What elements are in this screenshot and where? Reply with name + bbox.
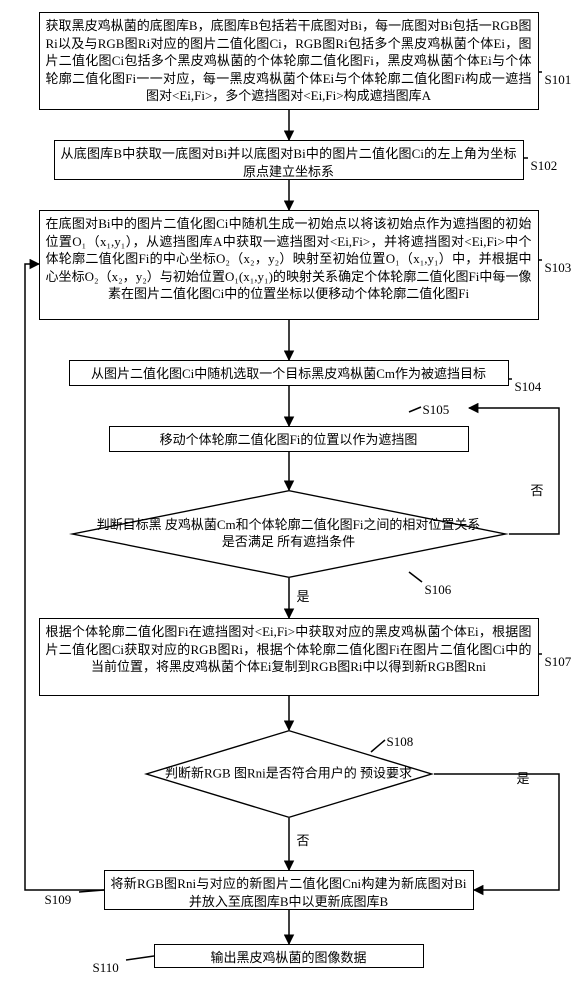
flow-step-s104: 从图片二值化图Ci中随机选取一个目标黑皮鸡枞菌Cm作为被遮挡目标 [69, 360, 509, 386]
step-tag-s106: S106 [425, 582, 452, 598]
node-text: 判断目标黑 皮鸡枞菌Cm和个体轮廓二值化图Fi之间的相对位置关系是否满足 所有遮… [91, 517, 487, 551]
step-tag-s105: S105 [423, 402, 450, 418]
node-text: 输出黑皮鸡枞菌的图像数据 [210, 950, 366, 965]
step-tag-s104: S104 [515, 379, 542, 395]
flow-step-s107: 根据个体轮廓二值化图Fi在遮挡图对<Ei,Fi>中获取对应的黑皮鸡枞菌个体Ei，… [39, 618, 539, 696]
flow-step-s101: 获取黑皮鸡枞菌的底图库B，底图库B包括若干底图对Bi，每一底图对Bi包括一RGB… [39, 12, 539, 110]
flow-step-s103: 在底图对Bi中的图片二值化图Ci中随机生成一初始点以将该初始点作为遮挡图的初始位… [39, 210, 539, 320]
node-text: 判断新RGB 图Rni是否符合用户的 预设要求 [158, 766, 419, 783]
flowchart-canvas: 获取黑皮鸡枞菌的底图库B，底图库B包括若干底图对Bi，每一底图对Bi包括一RGB… [9, 12, 579, 992]
node-text: 移动个体轮廓二值化图Fi的位置以作为遮挡图 [160, 432, 418, 447]
edge-label-s108_no: 否 [297, 830, 310, 849]
step-tag-s107: S107 [545, 654, 572, 670]
edge-label-s108_yes: 是 [517, 768, 530, 787]
step-tag-s110: S110 [93, 960, 119, 976]
step-tag-s103: S103 [545, 260, 572, 276]
step-tag-s102: S102 [531, 158, 558, 174]
flow-step-s109: 将新RGB图Rni与对应的新图片二值化图Cni构建为新底图对Bi并放入至底图库B… [104, 870, 474, 910]
step-tag-s101: S101 [545, 72, 572, 88]
node-text: 从底图库B中获取一底图对Bi并以底图对Bi中的图片二值化图Ci的左上角为坐标原点… [61, 146, 517, 179]
step-tag-s109: S109 [45, 892, 72, 908]
flow-step-s102: 从底图库B中获取一底图对Bi并以底图对Bi中的图片二值化图Ci的左上角为坐标原点… [54, 140, 524, 180]
node-text: 根据个体轮廓二值化图Fi在遮挡图对<Ei,Fi>中获取对应的黑皮鸡枞菌个体Ei，… [46, 624, 532, 674]
node-text: 将新RGB图Rni与对应的新图片二值化图Cni构建为新底图对Bi并放入至底图库B… [111, 876, 467, 909]
edge-label-s106_yes: 是 [297, 586, 310, 605]
flow-decision-s106: 判断目标黑 皮鸡枞菌Cm和个体轮廓二值化图Fi之间的相对位置关系是否满足 所有遮… [69, 490, 509, 578]
node-text: 获取黑皮鸡枞菌的底图库B，底图库B包括若干底图对Bi，每一底图对Bi包括一RGB… [46, 18, 532, 103]
flow-step-s110: 输出黑皮鸡枞菌的图像数据 [154, 944, 424, 968]
node-text: 在底图对Bi中的图片二值化图Ci中随机生成一初始点以将该初始点作为遮挡图的初始位… [46, 216, 532, 301]
edge-label-s106_no: 否 [531, 480, 544, 499]
node-text: 从图片二值化图Ci中随机选取一个目标黑皮鸡枞菌Cm作为被遮挡目标 [91, 366, 486, 381]
flow-step-s105: 移动个体轮廓二值化图Fi的位置以作为遮挡图 [109, 426, 469, 452]
step-tag-s108: S108 [387, 734, 414, 750]
